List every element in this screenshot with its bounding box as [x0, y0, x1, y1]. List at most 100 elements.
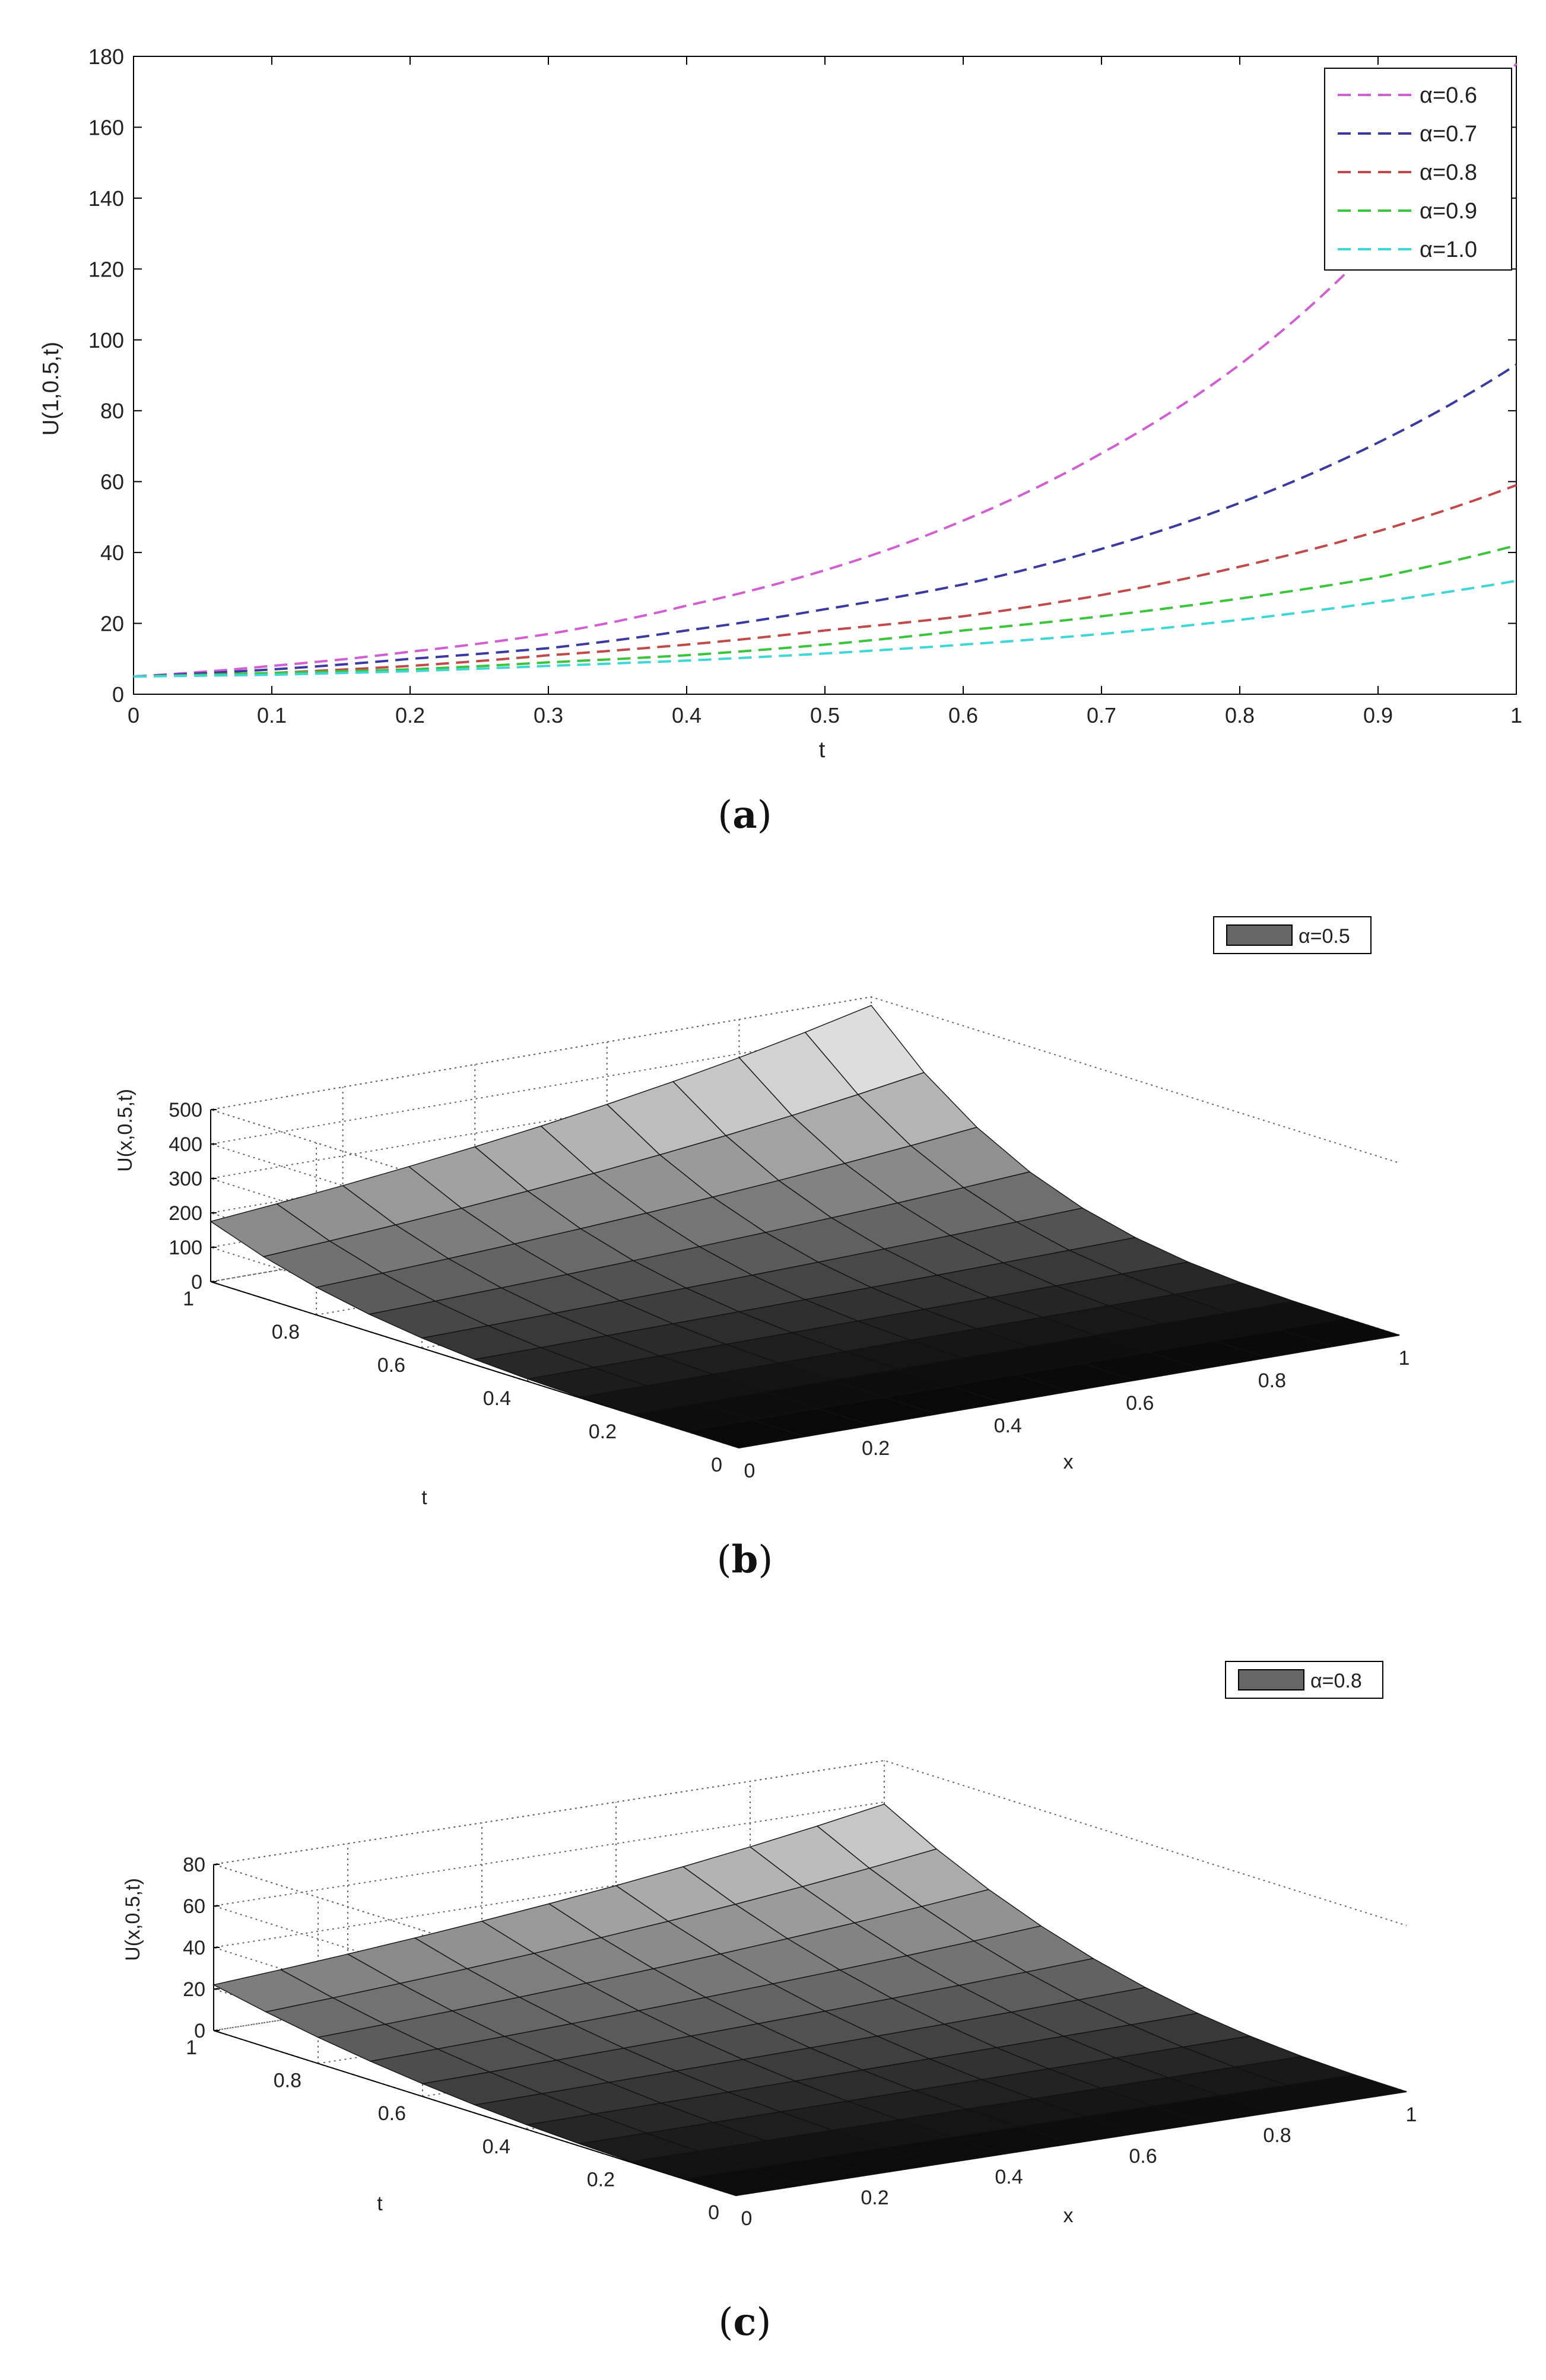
x-tick-label: 1 [1399, 1347, 1410, 1369]
panel-b-x-axis-label: x [1064, 1451, 1074, 1473]
x-tick-label: 0.8 [1263, 2124, 1291, 2147]
x-tick-label: 0 [741, 2207, 753, 2230]
panel-b-z-axis-label: U(x,0.5,t) [114, 1089, 136, 1172]
t-tick-label: 0.6 [377, 1354, 405, 1377]
panel-c-caption-open: ( [719, 2300, 734, 2344]
panel-c-surface-chart: 02040608000.20.40.60.8100.20.40.60.81α=0… [122, 1661, 1417, 2344]
z-tick-label: 300 [169, 1168, 202, 1190]
x-tick-label: 0.8 [1258, 1369, 1286, 1392]
x-tick-label: 0.2 [862, 1437, 890, 1460]
panel-a-y-axis-label: U(1,0.5,t) [39, 342, 64, 436]
panel-b-caption-letter: b [732, 1537, 758, 1582]
panel-a-x-tick-label: 0.2 [395, 703, 425, 727]
panel-a-x-tick-label: 0.6 [948, 703, 978, 727]
panel-a-legend-label: α=0.8 [1420, 160, 1477, 185]
panel-a-legend-label: α=0.7 [1420, 122, 1477, 147]
panel-c-x-axis-label: x [1064, 2204, 1074, 2227]
panel-a-y-tick-label: 120 [88, 257, 124, 281]
x-tick-label: 0.4 [995, 2166, 1023, 2188]
panel-a-x-tick-label: 0.3 [534, 703, 563, 727]
panel-c-caption-close: ) [756, 2300, 771, 2344]
z-tick-label: 200 [169, 1202, 202, 1225]
panel-c-marks: 02040608000.20.40.60.8100.20.40.60.81α=0… [183, 1661, 1417, 2230]
surface-face [685, 1419, 805, 1448]
panel-a-x-tick-label: 0.7 [1087, 703, 1116, 727]
t-axis-line [213, 2030, 737, 2196]
panel-a-y-tick-label: 180 [88, 45, 124, 69]
panel-a-x-axis-label: t [819, 738, 826, 762]
panel-b-caption: (b) [717, 1537, 773, 1582]
x-tick-label: 0 [744, 1460, 755, 1482]
panel-a-series-line [133, 484, 1517, 678]
panel-a-series-line [133, 579, 1517, 678]
panel-a-marks: 0 0.1 0.2 0.3 0.4 0.5 0.6 0.7 0.8 0.9 1 0 20 40 60 80 10… [88, 45, 1522, 727]
x-tick-label: 1 [1406, 2103, 1417, 2126]
panel-a-x-tick-label: 0.5 [810, 703, 840, 727]
t-tick-label: 0 [708, 2201, 719, 2224]
panel-b-surface-chart: 010020030040050000.20.40.60.8100.20.40.6… [114, 916, 1410, 1582]
x-tick-label: 0.4 [994, 1415, 1022, 1437]
panel-c-caption-letter: c [734, 2300, 757, 2344]
x-tick-label: 0.6 [1129, 2145, 1157, 2168]
t-tick-label: 0.6 [378, 2102, 406, 2125]
panel-a-caption-letter: a [732, 793, 757, 837]
panel-a-series-line [133, 363, 1518, 678]
z-tick-label: 500 [169, 1099, 202, 1121]
surface-legend-label: α=0.8 [1310, 1670, 1362, 1692]
panel-a-y-tick-label: 40 [100, 541, 124, 565]
surface-legend: α=0.8 [1225, 1661, 1383, 1699]
panel-a-x-tick-label: 0.1 [257, 703, 287, 727]
surface-face [683, 2168, 804, 2196]
panel-b-t-axis-label: t [421, 1486, 427, 1509]
panel-a-x-tick-label: 0 [128, 703, 139, 727]
panel-a-series-line [133, 544, 1517, 678]
x-tick-label: 0.6 [1126, 1392, 1154, 1415]
panel-a-x-tick-label: 0.8 [1225, 703, 1255, 727]
surface-legend-swatch [1238, 1669, 1304, 1691]
panel-a-caption-close: ) [757, 793, 772, 837]
x-tick-label: 0.2 [861, 2187, 888, 2209]
panel-a-y-tick-label: 20 [100, 612, 124, 636]
z-tick-label: 0 [194, 2020, 205, 2042]
t-tick-label: 0.2 [587, 2168, 615, 2191]
panel-a-x-tick-label: 0.4 [672, 703, 701, 727]
t-tick-label: 0.2 [589, 1421, 617, 1443]
panel-a-y-tick-label: 140 [88, 186, 124, 211]
z-tick-label: 400 [169, 1133, 202, 1156]
panel-a-x-tick-label: 0.9 [1363, 703, 1393, 727]
z-tick-label: 60 [183, 1895, 205, 1918]
panel-c-caption: (c) [719, 2300, 772, 2344]
panel-c-z-axis-label: U(x,0.5,t) [122, 1878, 144, 1961]
panel-a-caption-open: ( [718, 793, 732, 837]
t-tick-label: 0 [711, 1454, 722, 1476]
t-tick-label: 0.8 [272, 1321, 300, 1343]
surface-legend: α=0.5 [1213, 916, 1372, 954]
panel-a-y-tick-label: 60 [100, 470, 124, 494]
t-tick-label: 1 [186, 2036, 197, 2059]
z-tick-label: 40 [183, 1937, 205, 1959]
panel-b-caption-close: ) [758, 1538, 773, 1582]
t-tick-label: 0.4 [483, 1387, 511, 1410]
panel-a-y-tick-label: 0 [112, 682, 124, 707]
panel-a-x-tick-label: 1 [1510, 703, 1522, 727]
panel-a-y-tick-label: 160 [88, 115, 124, 139]
t-tick-label: 1 [183, 1288, 194, 1310]
panel-a-legend: α=0.6 α=0.7 α=0.8 α=0.9 α=1.0 [1324, 68, 1512, 271]
z-tick-label: 100 [169, 1237, 202, 1259]
panel-b-marks: 010020030040050000.20.40.60.8100.20.40.6… [169, 916, 1410, 1482]
panel-c-t-axis-label: t [377, 2192, 383, 2215]
z-tick-label: 0 [191, 1271, 202, 1294]
surface-legend-swatch [1226, 924, 1293, 946]
panel-a-y-tick-label: 80 [100, 399, 124, 423]
t-tick-label: 0.4 [482, 2136, 510, 2158]
grid-line [210, 1031, 872, 1311]
panel-a-legend-label: α=0.9 [1420, 199, 1477, 224]
t-tick-label: 0.8 [274, 2070, 301, 2092]
panel-a-line-chart: 0 0.1 0.2 0.3 0.4 0.5 0.6 0.7 0.8 0.9 1 0 20 40 60 80 10… [39, 45, 1522, 837]
z-tick-label: 80 [183, 1854, 205, 1876]
panel-a-y-tick-label: 100 [88, 328, 124, 352]
panel-a-series-line [133, 62, 1518, 678]
panel-a-legend-label: α=0.6 [1420, 83, 1477, 108]
panel-a-caption: (a) [718, 793, 772, 837]
